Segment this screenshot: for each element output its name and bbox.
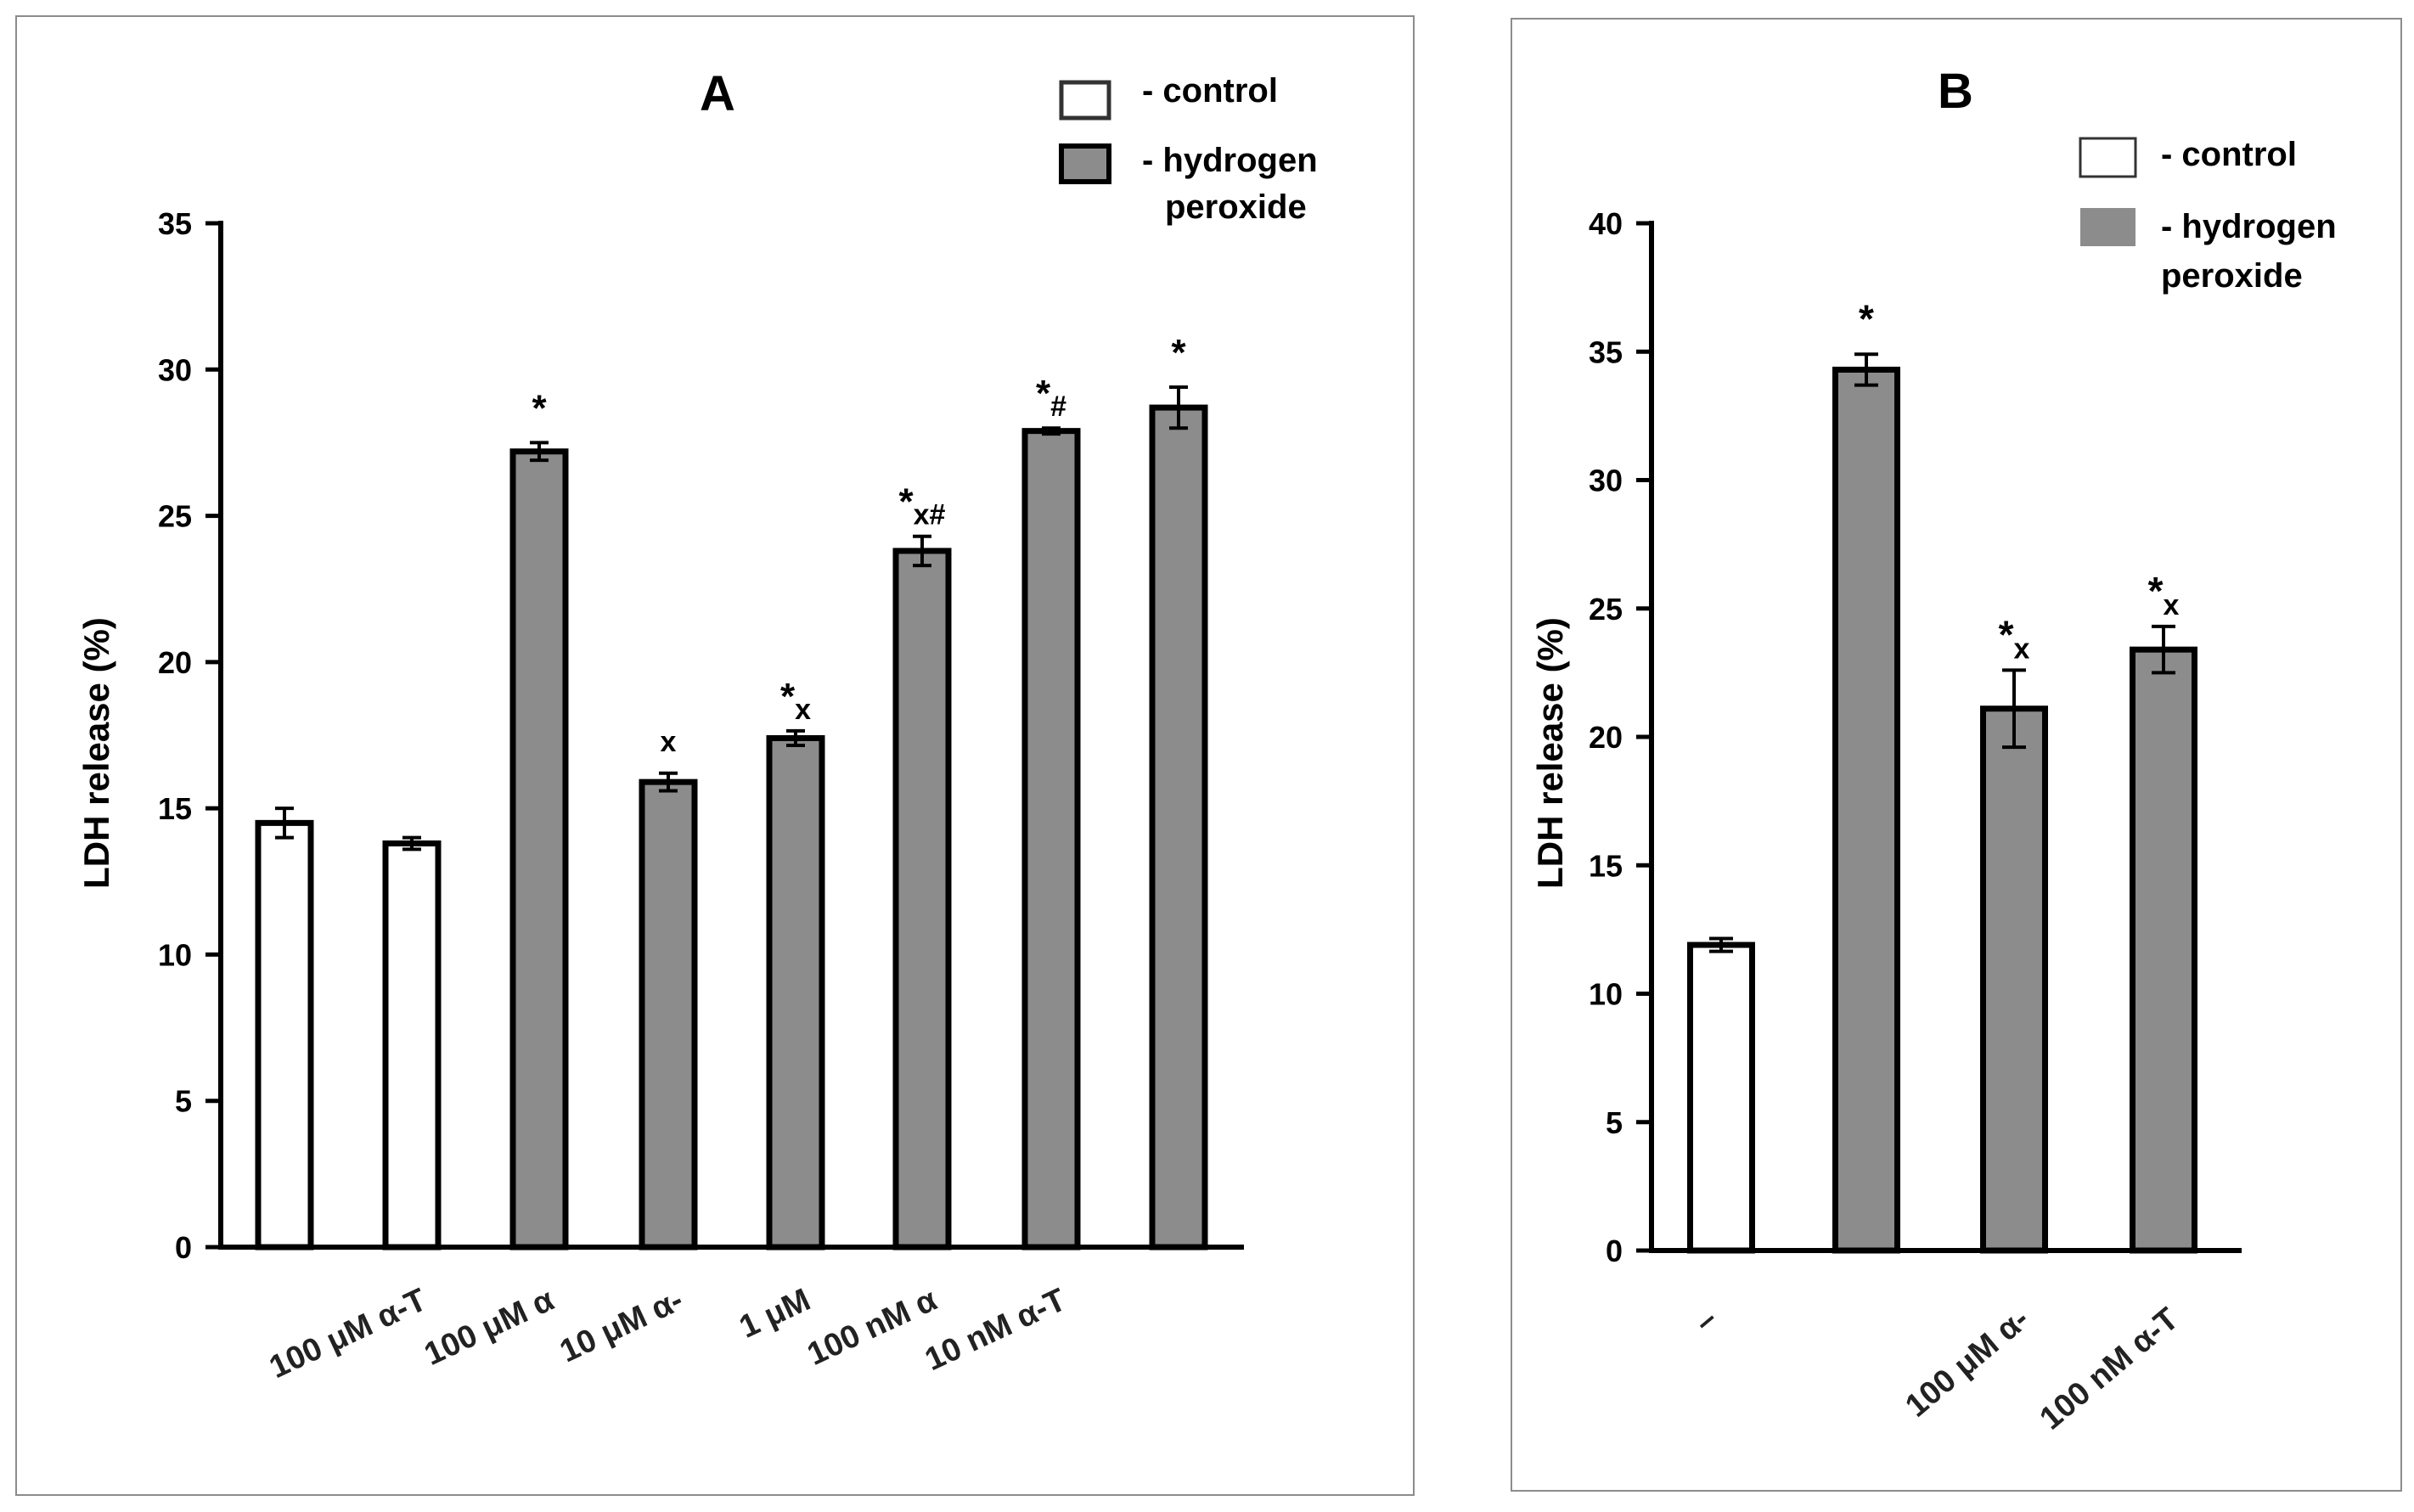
significance-label: *x bbox=[2148, 569, 2180, 621]
y-tick-label: 35 bbox=[158, 206, 192, 241]
error-bar bbox=[1042, 426, 1061, 436]
legend-swatch-hydrogen-peroxide bbox=[2080, 208, 2135, 246]
error-bar bbox=[786, 728, 805, 748]
legend-label-control: - control bbox=[1142, 72, 1278, 110]
significance-label: * bbox=[1171, 332, 1186, 374]
panel-a-frame bbox=[15, 15, 1415, 1496]
legend-swatch-hydrogen-peroxide bbox=[1059, 143, 1111, 184]
x-category-label: 100 nM α bbox=[802, 1282, 943, 1373]
panel-b-y-axis-title: LDH release (%) bbox=[1530, 617, 1570, 889]
y-tick-label: 30 bbox=[158, 352, 192, 387]
legend-label-hydrogen: - hydrogen bbox=[2161, 208, 2337, 245]
error-bar bbox=[1709, 936, 1733, 953]
panel-a-y-axis-title: LDH release (%) bbox=[76, 617, 116, 889]
significance-label: * bbox=[532, 387, 547, 429]
legend-label-hydrogen: - hydrogen bbox=[1142, 142, 1318, 179]
x-category-label: 10 nM α-T bbox=[920, 1282, 1072, 1378]
bar-hydrogen-peroxide bbox=[1980, 705, 2048, 1254]
error-bar bbox=[2152, 624, 2175, 675]
x-category-label: 1 μM bbox=[734, 1282, 816, 1346]
y-tick-label: 20 bbox=[158, 645, 192, 680]
error-bar bbox=[913, 534, 931, 568]
panel-a-legend: - control - hydrogen peroxide bbox=[1059, 72, 1318, 226]
y-tick-label: 10 bbox=[1589, 977, 1623, 1012]
panel-a-bars: *x*x*x#*#* bbox=[255, 332, 1208, 1251]
bar-hydrogen-peroxide bbox=[892, 548, 952, 1251]
legend-swatch-control bbox=[1059, 80, 1111, 121]
y-tick-label: 15 bbox=[1589, 848, 1623, 883]
x-category-label: 100 μM α bbox=[419, 1282, 560, 1373]
bar-control bbox=[1687, 941, 1755, 1254]
bar-hydrogen-peroxide bbox=[639, 778, 698, 1251]
bar-hydrogen-peroxide bbox=[1832, 366, 1900, 1254]
significance-label: *x bbox=[780, 676, 811, 726]
error-bar bbox=[1169, 385, 1188, 430]
significance-label: x bbox=[661, 726, 677, 758]
legend-label-control: - control bbox=[2161, 136, 2297, 173]
bar-hydrogen-peroxide bbox=[509, 448, 569, 1251]
x-category-label: 100 μM α- bbox=[1899, 1301, 2035, 1425]
panel-b: B LDH release (%) - control - hydrogen p… bbox=[1530, 64, 2337, 1437]
y-tick-label: 35 bbox=[1589, 334, 1623, 369]
bar-hydrogen-peroxide bbox=[2130, 646, 2197, 1254]
error-bar bbox=[659, 771, 678, 793]
panel-a-title: A bbox=[700, 66, 735, 121]
y-tick-label: 5 bbox=[175, 1084, 192, 1119]
bar-control bbox=[255, 819, 314, 1251]
x-category-label: 100 nM α-T bbox=[2034, 1301, 2186, 1437]
legend-label-peroxide: peroxide bbox=[2161, 257, 2303, 295]
y-tick-label: 20 bbox=[1589, 720, 1623, 755]
panel-a: A LDH release (%) - control - hydrogen p… bbox=[76, 66, 1318, 1386]
y-tick-label: 40 bbox=[1589, 206, 1623, 241]
y-tick-label: 25 bbox=[1589, 592, 1623, 627]
panel-b-legend: - control - hydrogen peroxide bbox=[2079, 136, 2337, 295]
error-bar bbox=[402, 835, 421, 852]
x-category-label: 10 μM α- bbox=[554, 1282, 689, 1369]
y-tick-label: 30 bbox=[1589, 464, 1623, 498]
bar-hydrogen-peroxide bbox=[766, 734, 825, 1251]
y-tick-label: 5 bbox=[1606, 1105, 1623, 1140]
legend-label-peroxide: peroxide bbox=[1165, 188, 1307, 226]
panel-b-bars: * *x *x bbox=[1687, 296, 2197, 1254]
panel-b-frame bbox=[1511, 18, 2402, 1492]
y-tick-label: 0 bbox=[175, 1230, 192, 1265]
bar-hydrogen-peroxide bbox=[1021, 428, 1081, 1251]
x-category-label: – bbox=[1688, 1301, 1725, 1341]
y-tick-label: 10 bbox=[158, 937, 192, 972]
panel-b-title: B bbox=[1938, 64, 1973, 119]
y-tick-label: 25 bbox=[158, 499, 192, 534]
y-tick-label: 0 bbox=[1606, 1234, 1623, 1268]
significance-label: *# bbox=[1036, 373, 1066, 423]
error-bar bbox=[530, 441, 549, 463]
y-tick-label: 15 bbox=[158, 791, 192, 826]
legend-swatch-control bbox=[2079, 137, 2137, 178]
significance-label: *x# bbox=[899, 481, 946, 531]
x-category-label: 100 μM α-T bbox=[264, 1282, 432, 1386]
significance-label: *x bbox=[1999, 612, 2030, 665]
error-bar bbox=[2002, 668, 2026, 750]
bar-hydrogen-peroxide bbox=[1149, 404, 1208, 1251]
bar-control bbox=[382, 840, 442, 1251]
error-bar bbox=[275, 807, 294, 840]
error-bar bbox=[1854, 352, 1878, 387]
significance-label: * bbox=[1859, 296, 1874, 340]
